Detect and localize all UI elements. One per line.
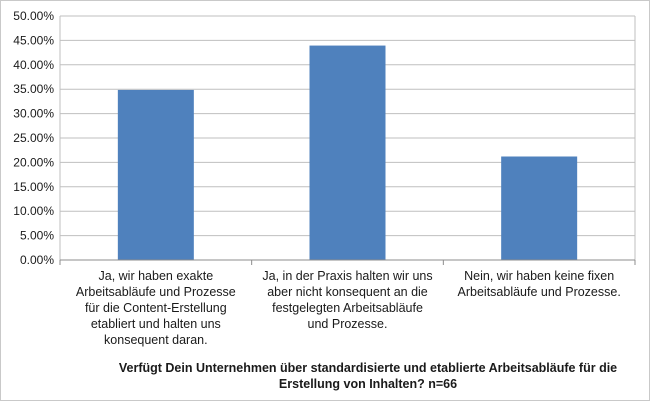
category-label-line: konsequent daran.	[104, 333, 208, 347]
category-label: Ja, in der Praxis halten wir uns aber nic…	[262, 269, 432, 331]
y-tick-label: 5.00%	[20, 229, 54, 243]
y-tick-label: 35.00%	[13, 82, 54, 96]
bar	[117, 89, 194, 260]
category-label-line: Arbeitsabläufe und Prozesse	[76, 285, 236, 299]
category-label-line: festgelegten Arbeitsabläufe	[272, 301, 423, 315]
x-axis	[59, 259, 636, 265]
category-label-line: für die Content-Erstellung	[85, 301, 227, 315]
y-tick-label: 30.00%	[13, 107, 54, 121]
y-tick-label: 10.00%	[13, 204, 54, 218]
category-label: Ja, wir haben exakte Arbeitsabläufe und P…	[76, 269, 236, 347]
x-axis-category-labels: Ja, wir haben exakte Arbeitsabläufe und P…	[76, 269, 621, 347]
y-axis-tick-labels: 0.00% 5.00% 10.00% 15.00% 20.00% 25.00% 30.00%…	[13, 9, 54, 267]
category-label-line: Ja, in der Praxis halten wir uns	[262, 269, 432, 283]
category-label: Nein, wir haben keine fixen Arbeitsabläuf…	[458, 269, 621, 299]
bar	[501, 156, 578, 260]
category-label-line: aber nicht konsequent an die	[267, 285, 428, 299]
y-tick-label: 45.00%	[13, 33, 54, 47]
y-tick-label: 15.00%	[13, 180, 54, 194]
chart-title: Verfügt Dein Unternehmen über standardis…	[119, 361, 617, 391]
y-tick-label: 40.00%	[13, 58, 54, 72]
chart-title-line: Erstellung von Inhalten? n=66	[279, 377, 457, 391]
y-tick-label: 0.00%	[20, 253, 54, 267]
y-tick-label: 25.00%	[13, 131, 54, 145]
category-label-line: Ja, wir haben exakte	[99, 269, 214, 283]
bars	[117, 45, 578, 260]
y-tick-label: 50.00%	[13, 9, 54, 23]
category-label-line: und Prozesse.	[308, 317, 388, 331]
y-tick-label: 20.00%	[13, 155, 54, 169]
bar	[309, 45, 386, 260]
category-label-line: etabliert und halten uns	[91, 317, 221, 331]
chart-title-line: Verfügt Dein Unternehmen über standardis…	[119, 361, 617, 375]
category-label-line: Nein, wir haben keine fixen	[464, 269, 614, 283]
category-label-line: Arbeitsabläufe und Prozesse.	[458, 285, 621, 299]
